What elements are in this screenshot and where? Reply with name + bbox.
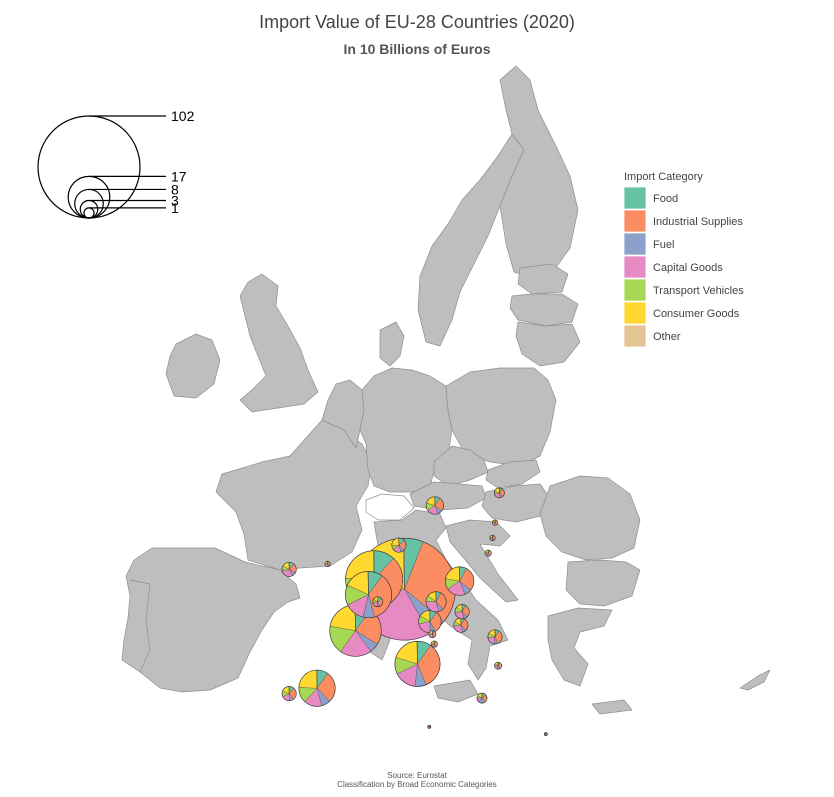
- country-pie-3: [345, 571, 391, 617]
- legend-swatch-3: [624, 256, 646, 278]
- country-pie-19: [325, 561, 331, 567]
- category-legend: Import Category Food Industrial Supplies F…: [624, 171, 744, 347]
- country-pie-27: [428, 725, 431, 728]
- country-ireland: [166, 334, 220, 398]
- country-romania: [540, 476, 640, 560]
- legend-swatch-5: [624, 302, 646, 324]
- legend-swatch-6: [624, 325, 646, 347]
- country-pie-10: [392, 538, 406, 552]
- legend-swatch-0: [624, 187, 646, 209]
- legend-swatch-1: [624, 210, 646, 232]
- country-switzerland: [366, 494, 414, 520]
- country-pie-13: [454, 618, 468, 632]
- legend-label-1: Industrial Supplies: [653, 216, 743, 228]
- caption-classification: Classification by Broad Economic Categor…: [337, 780, 497, 789]
- country-estonia: [518, 264, 568, 294]
- country-pie-23: [492, 520, 498, 526]
- size-legend-circle-4: [84, 208, 94, 218]
- size-legend-circle-1: [68, 176, 110, 218]
- chart-title: Import Value of EU-28 Countries (2020): [259, 12, 575, 32]
- legend-swatch-4: [624, 279, 646, 301]
- legend-label-5: Consumer Goods: [653, 308, 740, 320]
- country-slovakia: [486, 460, 540, 488]
- country-pie-20: [429, 631, 436, 638]
- country-hungary: [482, 484, 550, 522]
- country-pie-5: [299, 670, 335, 706]
- size-legend-circle-0: [38, 116, 140, 218]
- country-bulgaria: [566, 560, 640, 606]
- chart-subtitle: In 10 Billions of Euros: [343, 41, 490, 57]
- size-legend-label-0: 102: [171, 108, 195, 124]
- size-legend-label-4: 1: [171, 200, 179, 216]
- country-pie-14: [455, 605, 469, 619]
- country-great-britain: [240, 274, 318, 412]
- size-legend-circle-2: [75, 189, 104, 218]
- country-lithuania: [516, 322, 580, 366]
- country-pie-26: [544, 733, 547, 736]
- country-pie-4: [395, 641, 440, 686]
- country-pie-11: [373, 597, 383, 607]
- caption-source: Source: Eurostat: [387, 771, 447, 780]
- country-crete: [592, 700, 632, 714]
- legend-label-2: Fuel: [653, 239, 674, 251]
- country-pie-12: [282, 562, 296, 576]
- country-pie-15: [488, 630, 502, 644]
- country-greece: [548, 608, 612, 686]
- country-sicily: [434, 680, 478, 702]
- country-pie-8: [426, 592, 446, 612]
- country-pie-17: [494, 488, 504, 498]
- legend-label-4: Transport Vehicles: [653, 285, 744, 297]
- country-pie-7: [419, 610, 442, 633]
- legend-label-6: Other: [653, 331, 681, 343]
- country-cyprus: [740, 670, 770, 690]
- country-pie-6: [445, 567, 474, 596]
- country-iberia: [122, 548, 300, 692]
- legend-label-3: Capital Goods: [653, 262, 723, 274]
- country-pie-24: [490, 535, 496, 541]
- country-denmark: [380, 322, 404, 366]
- legend-label-0: Food: [653, 193, 678, 205]
- legend-title: Import Category: [624, 171, 703, 183]
- country-pie-18: [477, 693, 487, 703]
- country-pie-16: [282, 686, 296, 700]
- country-pie-25: [485, 550, 491, 556]
- country-latvia: [510, 294, 578, 326]
- country-pie-22: [495, 662, 502, 669]
- country-france: [216, 420, 372, 570]
- country-pie-9: [426, 497, 443, 514]
- size-legend-circle-3: [80, 201, 97, 218]
- legend-swatch-2: [624, 233, 646, 255]
- country-pie-21: [431, 641, 437, 647]
